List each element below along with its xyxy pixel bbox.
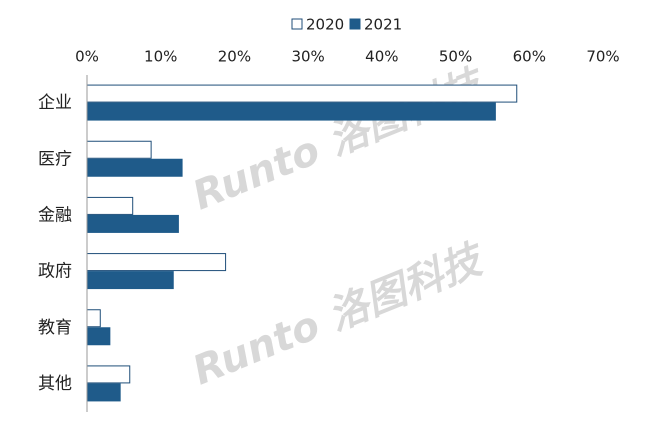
bar xyxy=(86,327,111,346)
bar xyxy=(86,383,121,402)
x-tick-label: 30% xyxy=(291,48,324,66)
bar xyxy=(86,84,518,103)
legend-swatch xyxy=(349,18,361,30)
category-label: 金融 xyxy=(38,205,72,225)
bar xyxy=(86,271,174,290)
bar xyxy=(86,140,152,159)
x-tick-label: 70% xyxy=(586,48,619,66)
category-label: 医疗 xyxy=(38,149,72,169)
x-tick-label: 10% xyxy=(144,48,177,66)
x-tick-label: 50% xyxy=(439,48,472,66)
legend-swatch xyxy=(291,18,303,30)
bar xyxy=(86,102,496,121)
x-tick-label: 0% xyxy=(75,48,99,66)
bar xyxy=(86,309,101,328)
bar xyxy=(86,158,183,177)
bar xyxy=(86,214,179,233)
bar xyxy=(86,196,134,215)
watermark: Runto 洛图科技 xyxy=(186,60,492,219)
category-label: 政府 xyxy=(38,262,72,282)
bar xyxy=(86,253,227,272)
legend-label: 2020 xyxy=(306,16,344,34)
category-label: 教育 xyxy=(38,318,72,338)
x-tick-label: 40% xyxy=(365,48,398,66)
legend-label: 2021 xyxy=(364,16,402,34)
category-label: 企业 xyxy=(38,93,72,113)
x-tick-label: 60% xyxy=(513,48,546,66)
x-tick-label: 20% xyxy=(218,48,251,66)
watermark: Runto 洛图科技 xyxy=(186,235,492,394)
bar xyxy=(86,365,131,384)
category-label: 其他 xyxy=(38,374,72,394)
